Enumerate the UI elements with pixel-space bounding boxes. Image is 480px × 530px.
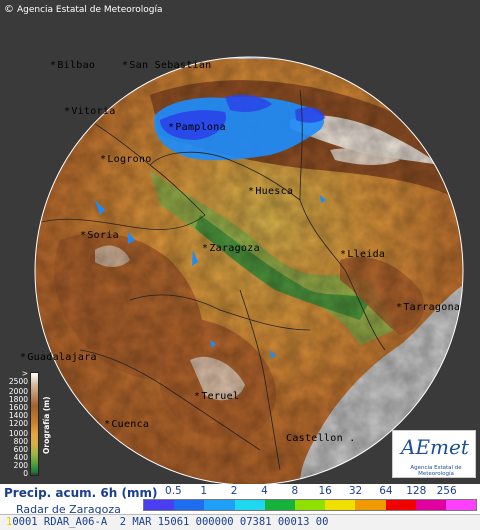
precipitation-scale-labels: 0.5 1 2 4 8 16 32 64 128 256 (143, 485, 477, 499)
elevation-legend-title: Orografía (m) (42, 396, 51, 454)
city-guadalajara: *Guadalajara (20, 352, 97, 363)
precip-cell-2 (128, 232, 135, 244)
agency-name: Agencia Estatal de Meteorología (17, 4, 163, 15)
radar-map: © Agencia Estatal de Meteorología *Bilba… (0, 0, 480, 484)
scale-swatch (294, 500, 326, 510)
scale-swatch (174, 500, 205, 510)
aemet-logo: AEmet Agencia Estatal de Meteorología (392, 430, 476, 478)
aemet-logo-wordmark: AEmet (401, 435, 469, 459)
scale-swatch (445, 500, 477, 510)
elevation-color-ramp (30, 372, 39, 476)
scale-swatch (415, 500, 446, 510)
precip-cell-1 (95, 200, 105, 215)
radar-range-ring (34, 56, 464, 484)
precip-core-east (295, 107, 325, 123)
precip-cell-5 (320, 195, 326, 203)
elevation-tick: 0 (23, 469, 28, 478)
elevation-tick: 1600 (8, 403, 28, 412)
city-lleida: *Lleida (340, 249, 386, 260)
city-san-sebastian: *San Sebastian (122, 60, 212, 71)
elevation-tick: 600 (13, 445, 28, 454)
elevation-tick: 1000 (8, 429, 28, 438)
status-text: 0001 RDAR_A06-A 2 MAR 15061 000000 07381… (12, 516, 329, 528)
status-line: 10001 RDAR_A06-A 2 MAR 15061 000000 0738… (0, 514, 480, 530)
elevation-legend: > 2500 2000 1800 1600 1400 1200 1000 800… (4, 369, 51, 478)
elevation-tick: 1400 (8, 411, 28, 420)
scale-swatch (325, 500, 356, 510)
copyright-symbol: © (4, 4, 14, 15)
radar-name: Radar de Zaragoza (16, 503, 121, 516)
precipitation-scale-bar (143, 499, 477, 511)
scale-swatch (144, 500, 175, 510)
elevation-tick: 200 (13, 461, 28, 470)
city-pamplona: *Pamplona (168, 122, 226, 133)
scale-label: 64 (379, 485, 393, 497)
attribution: © Agencia Estatal de Meteorología (4, 4, 163, 15)
scale-swatch (234, 500, 265, 510)
city-bilbao: *Bilbao (50, 60, 96, 71)
city-huesca: *Huesca (248, 186, 294, 197)
elevation-tick: 2000 (8, 387, 28, 396)
city-cuenca: *Cuenca (104, 419, 150, 430)
precip-core-north (225, 94, 272, 112)
elevation-tick: 1200 (8, 419, 28, 428)
city-logrono: *Logrono (100, 154, 152, 165)
elevation-tick: 800 (13, 437, 28, 446)
scale-label: 0.5 (165, 485, 182, 497)
precip-cell-6 (270, 350, 276, 358)
scale-label: 32 (348, 485, 363, 497)
scale-swatch (204, 500, 235, 510)
scale-label: 256 (436, 485, 457, 497)
city-zaragoza: *Zaragoza (202, 243, 260, 254)
city-tarragona: *Tarragona (396, 302, 461, 313)
city-vitoria: *Vitoria (64, 106, 116, 117)
elevation-tick: 1800 (8, 395, 28, 404)
precip-cell-4 (210, 340, 216, 348)
scale-label: 128 (406, 485, 427, 497)
precip-cell-3 (192, 250, 198, 266)
city-soria: *Soria (80, 230, 119, 241)
scale-swatch (355, 500, 386, 510)
elevation-tick: > 2500 (8, 369, 28, 386)
scale-swatch (385, 500, 416, 510)
city-castellon: Castellon . (286, 433, 356, 444)
scale-label: 16 (318, 485, 332, 497)
precip-core-pamplona (160, 110, 226, 140)
product-title: Precip. acum. 6h (mm) (4, 486, 158, 500)
scale-label: 4 (261, 485, 268, 497)
precipitation-scale: 0.5 1 2 4 8 16 32 64 128 256 (143, 485, 477, 511)
city-teruel: *Teruel (194, 391, 240, 402)
radar-coverage-disc (35, 57, 463, 484)
scale-swatch (264, 500, 295, 510)
scale-label: 2 (230, 485, 238, 497)
radar-map-canvas (0, 0, 480, 484)
scale-label: 8 (291, 485, 299, 497)
elevation-tick: 400 (13, 453, 28, 462)
aemet-logo-subtitle: Agencia Estatal de Meteorología (410, 465, 462, 477)
status-marker: 1 (6, 516, 13, 528)
scale-label: 1 (200, 485, 208, 497)
